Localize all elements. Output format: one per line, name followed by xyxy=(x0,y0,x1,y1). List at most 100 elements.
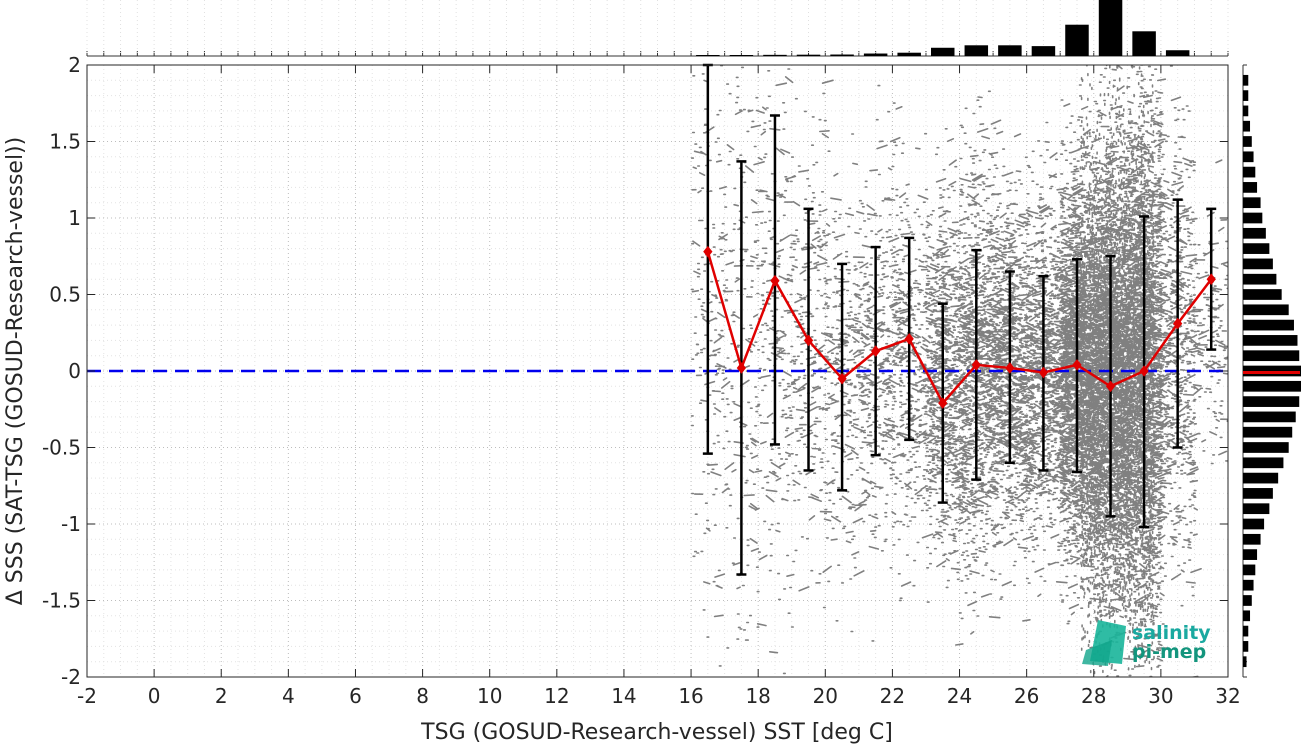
y-tick-label: 0 xyxy=(68,359,81,383)
x-tick-label: 4 xyxy=(282,684,295,708)
mean-marker xyxy=(1206,273,1216,286)
mean-line xyxy=(706,251,1213,406)
x-histogram-bar xyxy=(1132,31,1156,56)
y-histogram-bar xyxy=(1243,350,1300,362)
x-histogram-bar xyxy=(796,54,821,56)
y-histogram-bar xyxy=(1243,533,1261,545)
mean-marker xyxy=(870,345,881,357)
x-histogram-bar xyxy=(1098,0,1123,56)
scatter-points xyxy=(690,65,1228,677)
y-histogram-bar xyxy=(1243,610,1251,622)
mean-marker xyxy=(904,333,914,345)
mean-marker xyxy=(770,274,780,287)
main-plot: -2 0 2 4 6 8 10 12 14 16 18 20 22 24 26 28 30 32 -2-1.5-1… xyxy=(42,53,1241,708)
y-histogram-bar xyxy=(1243,488,1273,499)
mean-marker xyxy=(1072,359,1082,371)
x-tick-label: 28 xyxy=(1081,684,1106,708)
x-histogram-bar xyxy=(1165,50,1190,56)
x-tick-label: 6 xyxy=(349,684,362,708)
y-histogram-bar xyxy=(1243,212,1263,224)
x-tick-label: 22 xyxy=(880,684,905,708)
y-histogram-bar xyxy=(1243,136,1252,147)
y-histogram-bar xyxy=(1243,549,1258,560)
mean-marker xyxy=(1005,362,1015,374)
x-tick-label: 32 xyxy=(1215,684,1240,708)
mean-marker xyxy=(1038,366,1049,379)
y-histogram-bar xyxy=(1243,472,1279,484)
y-histogram-bar xyxy=(1243,319,1294,331)
x-histogram-bar xyxy=(964,45,989,56)
x-tick-label: 26 xyxy=(1014,684,1039,708)
mean-marker xyxy=(736,362,747,374)
y-histogram-bar xyxy=(1243,365,1301,377)
y-histogram-bar xyxy=(1243,151,1254,163)
x-tick-labels: -2 0 2 4 6 8 10 12 14 16 18 20 22 24 26 28 30 32 xyxy=(77,684,1241,708)
y-histogram-bar xyxy=(1243,273,1277,285)
y-histogram-bar xyxy=(1243,90,1249,101)
x-tick-label: 14 xyxy=(611,684,636,708)
mean-markers xyxy=(703,245,1216,409)
x-tick-label: 2 xyxy=(215,684,228,708)
mean-marker xyxy=(703,245,713,258)
x-histogram-bar xyxy=(897,52,921,56)
mean-marker xyxy=(971,359,981,371)
x-tick-label: 0 xyxy=(148,684,161,708)
y-tick-label: -1.5 xyxy=(42,589,81,613)
y-histogram-bar xyxy=(1243,105,1249,117)
y-tick-label: 0.5 xyxy=(49,283,81,307)
x-tick-label: 30 xyxy=(1148,684,1173,708)
x-tick-label: -2 xyxy=(77,684,97,708)
mean-marker xyxy=(803,334,814,347)
salinity-pi-mep-logo: salinity pi-mep xyxy=(1082,620,1211,666)
y-histogram-bar xyxy=(1243,411,1296,423)
y-histogram-bar xyxy=(1243,380,1301,392)
y-histogram-bars xyxy=(1243,74,1301,668)
y-histogram-bar xyxy=(1243,182,1258,193)
x-histogram-bar xyxy=(863,53,888,56)
y-histogram-bar xyxy=(1243,166,1256,178)
y-histogram-bar xyxy=(1243,120,1251,132)
y-histogram-bar xyxy=(1243,243,1270,254)
y-histogram-bar xyxy=(1243,426,1293,438)
y-tick-label: 1.5 xyxy=(49,130,81,154)
x-histogram xyxy=(86,0,1229,57)
x-axis-label: TSG (GOSUD-Research-vessel) SST [deg C] xyxy=(420,720,893,745)
y-histogram-bar xyxy=(1243,74,1249,86)
y-histogram-bar xyxy=(1243,595,1252,606)
scatter-cloud xyxy=(690,65,1228,677)
axis-ticks xyxy=(86,64,1229,678)
y-tick-label: -1 xyxy=(61,512,81,536)
mean-marker xyxy=(1105,380,1116,393)
x-tick-label: 12 xyxy=(544,684,569,708)
x-histogram-bar xyxy=(1031,46,1056,56)
y-histogram-bar xyxy=(1243,396,1300,407)
logo-line2: pi-mep xyxy=(1132,641,1206,663)
y-histogram-bar xyxy=(1243,625,1249,637)
x-histogram-ticks xyxy=(86,51,1229,57)
mean-marker xyxy=(837,372,847,385)
x-tick-label: 16 xyxy=(678,684,703,708)
y-tick-label: 1 xyxy=(68,206,81,230)
x-histogram-bar xyxy=(729,55,754,56)
y-histogram-bar xyxy=(1243,656,1247,668)
y-histogram-bar xyxy=(1243,457,1284,469)
y-histogram-bar xyxy=(1243,335,1298,346)
y-histogram-bar xyxy=(1243,304,1289,316)
y-histogram-bar xyxy=(1243,579,1254,591)
y-tick-labels: -2 -1.5 -1 -0.5 0 0.5 1 1.5 2 xyxy=(42,53,81,689)
y-histogram-bar xyxy=(1243,197,1261,209)
y-histogram xyxy=(1242,64,1301,678)
x-histogram-grid xyxy=(86,0,1229,56)
x-histogram-bars xyxy=(696,0,1190,56)
y-histogram-bar xyxy=(1243,641,1249,652)
x-histogram-bar xyxy=(931,47,955,56)
x-tick-label: 10 xyxy=(477,684,502,708)
x-histogram-bar xyxy=(1065,24,1089,56)
y-histogram-bar xyxy=(1243,518,1265,530)
mean-marker xyxy=(1139,365,1149,377)
x-tick-label: 8 xyxy=(416,684,429,708)
logo-line1: salinity xyxy=(1132,622,1211,644)
x-histogram-bar xyxy=(763,54,787,56)
y-tick-label: -2 xyxy=(61,665,81,689)
